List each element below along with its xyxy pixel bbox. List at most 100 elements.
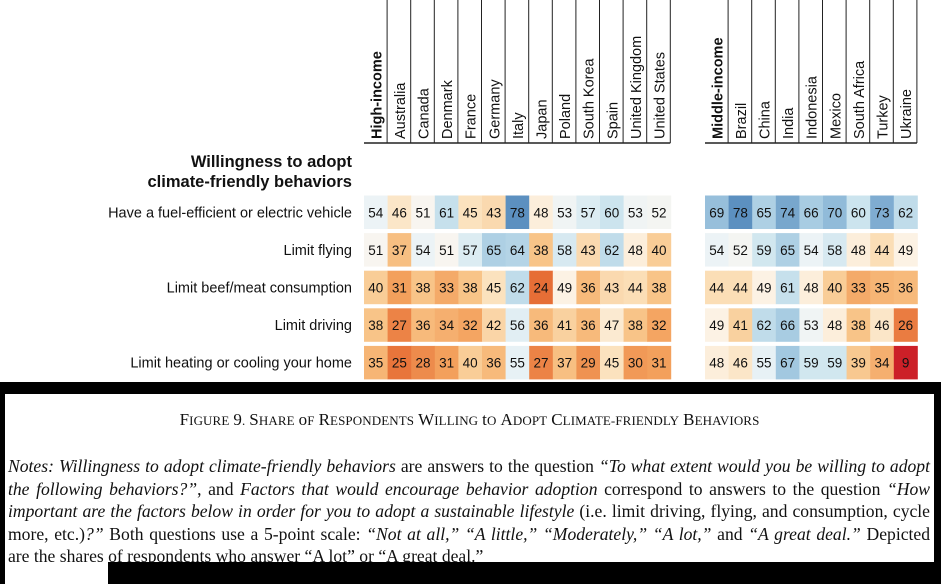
heatmap-cell [823,233,847,267]
cell-value: 49 [756,280,771,295]
row-label: Limit driving [275,318,352,334]
notes-text-5: and [711,523,749,544]
caption-word: Share [249,410,295,429]
heatmap-cell [529,195,554,229]
heatmap-cell [529,345,554,380]
cell-value: 57 [463,243,478,258]
caption-word: Behaviors [683,410,760,429]
cell-value: 51 [368,243,383,258]
cell-value: 65 [756,205,771,220]
heatmap-cell [846,308,871,342]
cell-value: 78 [733,205,748,220]
notes-question-2c: ?” [85,523,104,544]
cell-value: 27 [533,356,548,371]
heatmap-cell [799,233,824,267]
country-label: France [464,94,480,139]
cell-value: 40 [827,280,842,295]
heatmap-cell [752,270,777,305]
heatmap-cell [705,270,729,305]
heatmap-cell [870,345,895,380]
notes-question-1: “To what extent would you be willing to … [8,456,930,499]
cell-value: 37 [557,356,572,371]
notes-text-3: correspond to answers to the question [597,478,887,499]
heatmap-cell [552,195,577,229]
heatmap-cell [799,270,824,305]
heatmap-cell [411,233,436,267]
notes-label: Notes: [8,456,54,476]
figure-caption-panel: Figure 9. Share of Respondents Willing t… [0,382,941,584]
cell-value: 38 [463,280,478,295]
heatmap-cell [434,270,459,305]
cell-value: 36 [415,318,430,333]
heatmap-cell [387,270,412,305]
cell-value: 25 [392,356,407,371]
cell-value: 58 [557,243,572,258]
heatmap-cell [823,345,847,380]
heatmap-cell [647,195,672,229]
heatmap-cell [364,195,388,229]
heatmap-cell [775,195,800,229]
notes-text-2: , and [197,478,241,499]
cell-value: 66 [780,318,795,333]
row-label: Limit heating or cooling your home [130,356,352,372]
heatmap-cell [505,233,530,267]
heatmap-cell [600,233,624,267]
country-label: China [758,100,774,139]
notes-text-4: Both questions use a 5-point scale: [103,523,367,544]
cell-value: 67 [780,356,795,371]
cell-value: 55 [510,356,525,371]
heatmap-cell [728,270,753,305]
heatmap-cell [434,345,459,380]
heatmap-cell [482,308,506,342]
cell-value: 40 [651,243,666,258]
heatmap-cell [552,233,577,267]
heatmap-cell [600,308,624,342]
heatmap-cell [846,195,871,229]
heatmap-cell [434,195,459,229]
country-label: Germany [487,79,503,139]
cell-value: 54 [804,243,820,258]
cell-value: 73 [874,205,889,220]
cell-value: 36 [533,318,548,333]
cell-value: 48 [533,205,548,220]
notes-scale: “Not at all,” “A lit­tle,” “Moderately,”… [366,523,712,544]
cell-value: 54 [415,243,431,258]
country-label: Poland [558,94,574,139]
caption-word: Adopt [500,410,548,429]
cell-value: 31 [439,356,454,371]
cell-value: 60 [604,205,619,220]
country-label: Mexico [828,93,844,139]
country-label: India [781,107,797,139]
caption-figure-word: Figure [179,410,230,429]
heatmap-cell [482,270,506,305]
heatmap-cell [893,345,918,380]
notes-question-2a: “How important are the factors below in … [8,478,931,522]
cell-value: 31 [392,280,407,295]
heatmap-cell [623,233,648,267]
caption-word: Respondents [318,410,415,429]
cell-value: 38 [651,280,666,295]
heatmap-cell [705,308,729,342]
cell-value: 30 [628,356,643,371]
heatmap-cell [775,345,800,380]
cell-value: 35 [368,356,383,371]
cell-value: 58 [827,243,842,258]
country-label: South Korea [582,57,598,139]
chart-area: High-income Australia Canada Denmark France G… [108,0,918,380]
cell-value: 48 [827,318,842,333]
heatmap-cell [552,345,577,380]
cell-value: 59 [827,356,842,371]
cell-value: 27 [392,318,407,333]
heatmap-cell [846,345,871,380]
cell-value: 48 [709,356,724,371]
cell-value: 38 [628,318,643,333]
heatmap-cell [823,308,847,342]
cell-value: 62 [604,243,619,258]
cell-value: 69 [709,205,724,220]
heatmap-cell [529,308,554,342]
cell-value: 29 [581,356,596,371]
heatmap-cell [752,345,777,380]
cell-value: 47 [604,318,619,333]
heatmap-cell [623,195,648,229]
heatmap-cell [752,308,777,342]
